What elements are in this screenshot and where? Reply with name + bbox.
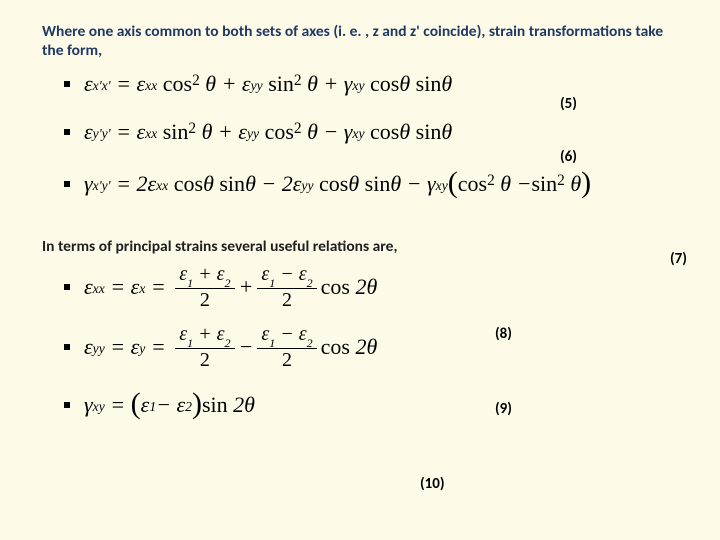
bullet-icon xyxy=(64,284,70,290)
equation-number-8: (8) xyxy=(495,325,512,343)
equation-number-10: (10) xyxy=(420,475,445,493)
equation-7-row: γx'y' = 2εxx cosθ sinθ − 2εyy cosθ sinθ … xyxy=(42,167,678,201)
equation-9: εyy = εy = ε1 + ε22 − ε1 − ε22 cos 2θ xyxy=(84,324,377,370)
equation-10: γxy = (ε1 − ε2)sin 2θ xyxy=(84,388,255,422)
equation-6-row: εy'y' = εxx sin2 θ + εyy cos2 θ − γxy co… xyxy=(42,119,678,145)
equation-number-5: (5) xyxy=(560,95,577,113)
second-paragraph: In terms of principal strains several us… xyxy=(42,237,678,256)
equation-9-row: εyy = εy = ε1 + ε22 − ε1 − ε22 cos 2θ xyxy=(42,324,678,370)
equation-5: εx'x' = εxx cos2 θ + εyy sin2 θ + γxy co… xyxy=(84,71,452,97)
bullet-icon xyxy=(64,81,70,87)
equation-number-9: (9) xyxy=(495,400,512,418)
equation-10-row: γxy = (ε1 − ε2)sin 2θ xyxy=(42,388,678,422)
equation-number-7: (7) xyxy=(670,250,687,268)
equation-8-row: εxx = εx = ε1 + ε22 + ε1 − ε22 cos 2θ xyxy=(42,264,678,310)
bullet-icon xyxy=(64,344,70,350)
equation-7: γx'y' = 2εxx cosθ sinθ − 2εyy cosθ sinθ … xyxy=(84,167,591,201)
bullet-icon xyxy=(64,402,70,408)
slide: Where one axis common to both sets of ax… xyxy=(0,0,720,432)
equation-6: εy'y' = εxx sin2 θ + εyy cos2 θ − γxy co… xyxy=(84,119,452,145)
equation-5-row: εx'x' = εxx cos2 θ + εyy sin2 θ + γxy co… xyxy=(42,71,678,97)
intro-paragraph: Where one axis common to both sets of ax… xyxy=(42,22,678,61)
equation-number-6: (6) xyxy=(560,148,577,166)
equation-8: εxx = εx = ε1 + ε22 + ε1 − ε22 cos 2θ xyxy=(84,264,377,310)
bullet-icon xyxy=(64,129,70,135)
bullet-icon xyxy=(64,181,70,187)
